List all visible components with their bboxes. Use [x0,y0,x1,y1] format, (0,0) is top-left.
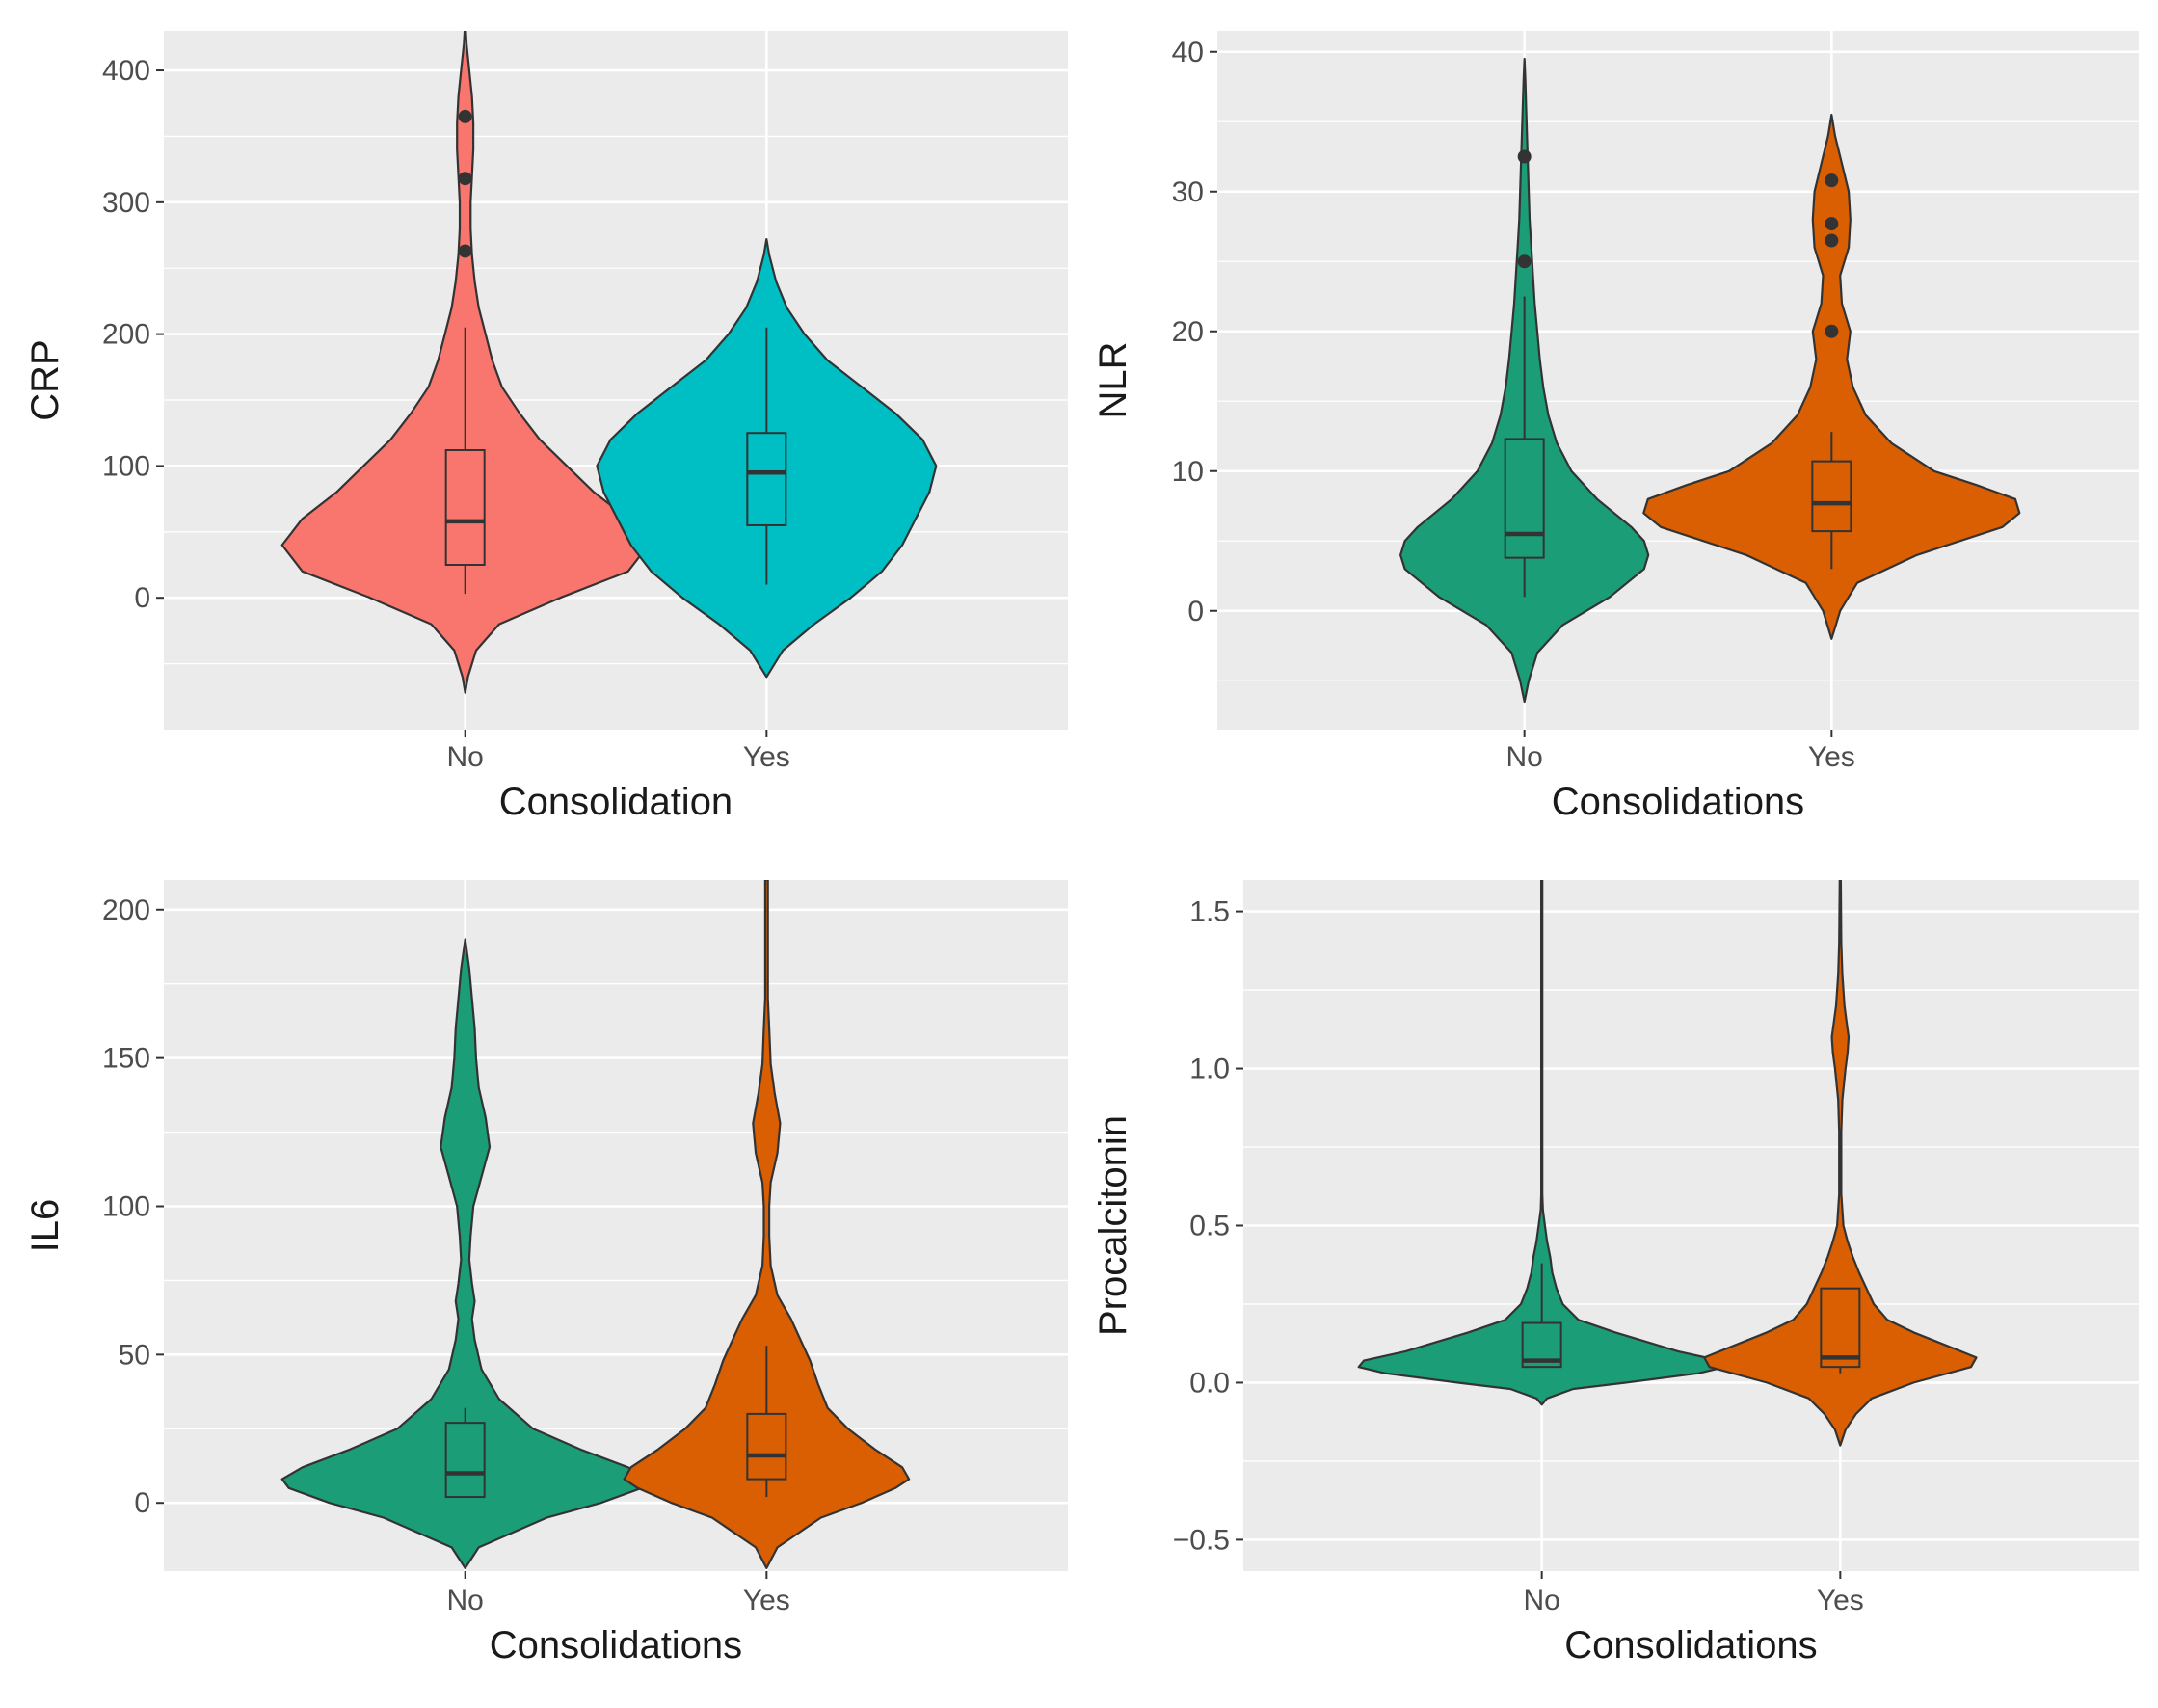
y-tick-label: 0 [134,1487,150,1519]
plot-area [1399,57,2021,704]
box-iqr [1820,1287,1861,1369]
y-axis-title: IL6 [24,1199,67,1253]
violin-group-no [280,31,650,694]
box-iqr [1811,460,1852,533]
outlier-point [1825,233,1839,248]
y-tick-label: 200 [102,894,150,926]
box-iqr [444,449,486,567]
x-tick-label: Yes [1808,741,1855,773]
y-axis-title: CRP [24,339,67,420]
y-tick-label: 1.0 [1189,1054,1230,1085]
y-tick-label: 200 [102,319,150,351]
plot-area [1357,880,1978,1447]
x-axis-title: Consolidations [1564,1624,1817,1667]
y-tick-label: 20 [1172,316,1204,348]
violin-group-no [280,938,650,1569]
box-iqr [444,1422,486,1499]
x-tick-label: No [1523,1585,1559,1616]
panel-background [164,31,1068,730]
y-tick-label: 0.0 [1189,1367,1230,1399]
x-tick-label: Yes [743,741,790,773]
violin-group-yes [1703,880,1978,1447]
y-tick-label: 40 [1172,37,1204,68]
y-axis-title: Procalcitonin [1092,1115,1134,1336]
x-tick-label: Yes [1817,1585,1864,1616]
violin-group-yes [623,880,911,1569]
x-axis-title: Consolidations [490,1624,742,1667]
violin-yes [1642,113,2021,640]
x-tick-label: No [446,1585,483,1616]
x-axis-title: Consolidation [499,781,733,823]
outlier-point [458,172,472,186]
box-iqr [746,432,787,526]
x-tick-label: Yes [743,1585,790,1616]
y-tick-label: 100 [102,450,150,482]
panel-crp: 0 100 200 300 400 No Yes Consolidation CRP [24,31,1068,823]
y-tick-label: 150 [102,1043,150,1075]
box-iqr [746,1412,787,1481]
violin-yes [1703,880,1978,1447]
plot-area [280,31,938,694]
y-tick-label: 0.5 [1189,1211,1230,1242]
violin-no [280,938,650,1569]
outlier-point [1517,149,1532,164]
violin-group-no [1399,57,1650,704]
y-tick-label: 50 [119,1339,150,1371]
violin-no [1357,880,1726,1406]
panel-background [1217,31,2139,730]
outlier-point [1825,173,1839,188]
x-tick-label: No [446,741,483,773]
x-tick-label: No [1505,741,1542,773]
y-tick-label: −0.5 [1173,1524,1230,1556]
y-tick-label: 1.5 [1189,896,1230,928]
y-axis-title: NLR [1092,341,1134,418]
violin-group-yes [1642,113,2021,640]
outlier-point [1517,254,1532,269]
y-tick-label: 100 [102,1190,150,1222]
panel-background [164,880,1068,1571]
outlier-point [1825,324,1839,338]
y-tick-label: 300 [102,187,150,219]
x-axis-title: Consolidations [1552,781,1804,823]
y-tick-label: 0 [1187,596,1204,627]
violin-group-yes [596,238,938,679]
plot-area [280,880,911,1569]
y-tick-label: 0 [134,582,150,614]
y-tick-label: 400 [102,55,150,87]
outlier-point [458,244,472,258]
y-tick-label: 10 [1172,456,1204,488]
outlier-point [1825,217,1839,231]
violin-group-no [1357,880,1726,1406]
outlier-point [458,109,472,123]
box-iqr [1504,438,1545,559]
y-tick-label: 30 [1172,176,1204,208]
violin-yes [623,880,911,1569]
